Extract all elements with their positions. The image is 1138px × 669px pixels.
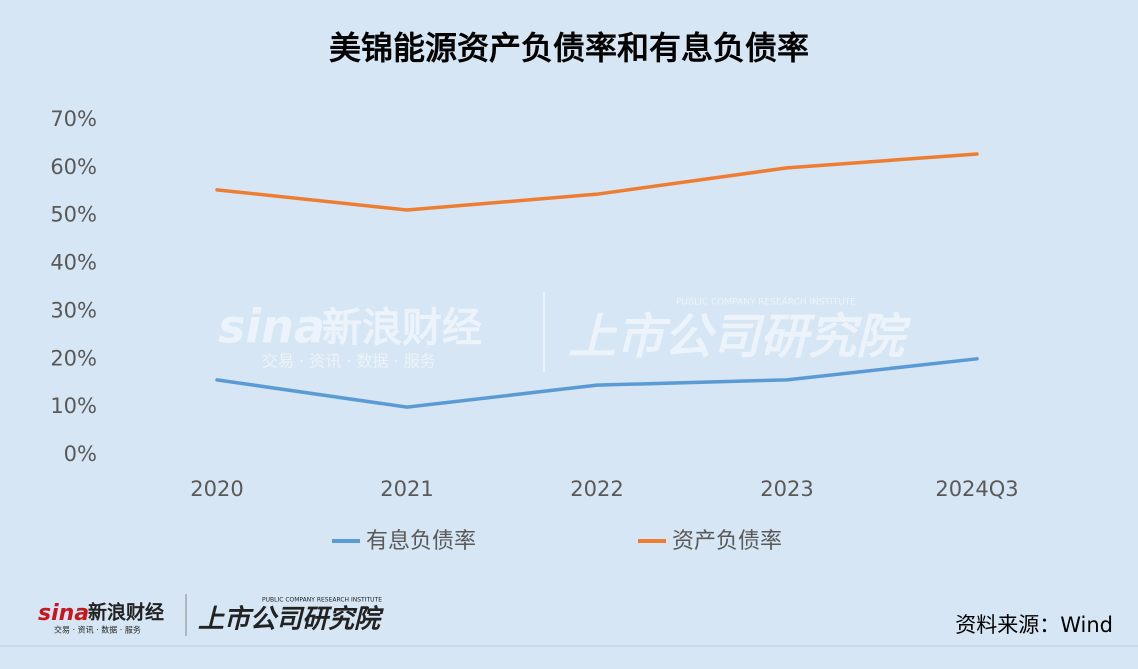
x-tick-label: 2020 <box>190 477 243 501</box>
watermark-institute-en: PUBLIC COMPANY RESEARCH INSTITUTE <box>676 298 856 308</box>
y-tick-label: 60% <box>50 155 97 179</box>
watermark-tagline: 交易 · 资讯 · 数据 · 服务 <box>262 352 436 371</box>
chart-title: 美锦能源资产负债率和有息负债率 <box>329 29 809 67</box>
y-tick-label: 20% <box>50 346 97 370</box>
data-line <box>215 357 979 409</box>
footer-name: 新浪财经 <box>88 601 164 624</box>
y-tick-label: 30% <box>50 298 97 322</box>
x-tick-label: 2022 <box>570 477 623 501</box>
footer-institute: 上市公司研究院 <box>198 605 384 635</box>
footer-tagline: 交易 · 资讯 · 数据 · 服务 <box>54 625 141 635</box>
x-tick-label: 2023 <box>760 477 813 501</box>
x-tick-label: 2024Q3 <box>935 477 1018 501</box>
watermark: sina 新浪财经 交易 · 资讯 · 数据 · 服务 上市公司研究院 PUBL… <box>218 292 912 372</box>
y-tick-label: 0% <box>64 442 97 466</box>
y-tick-label: 50% <box>50 203 97 227</box>
y-tick-label: 10% <box>50 394 97 418</box>
footer-institute-en: PUBLIC COMPANY RESEARCH INSTITUTE <box>262 597 382 604</box>
watermark-institute: 上市公司研究院 <box>568 309 912 365</box>
source-note: 资料来源：Wind <box>955 613 1113 637</box>
x-tick-label: 2021 <box>380 477 433 501</box>
watermark-sina: sina <box>218 300 325 354</box>
watermark-name: 新浪财经 <box>322 305 482 351</box>
y-tick-label: 40% <box>50 251 97 275</box>
data-line <box>215 152 979 212</box>
legend-label: 有息负债率 <box>366 529 476 554</box>
y-tick-label: 70% <box>50 107 97 131</box>
legend-label: 资产负债率 <box>672 529 782 554</box>
footer-logo: sina 新浪财经 交易 · 资讯 · 数据 · 服务 上市公司研究院 PUBL… <box>38 594 384 636</box>
footer-sina: sina <box>38 601 89 626</box>
